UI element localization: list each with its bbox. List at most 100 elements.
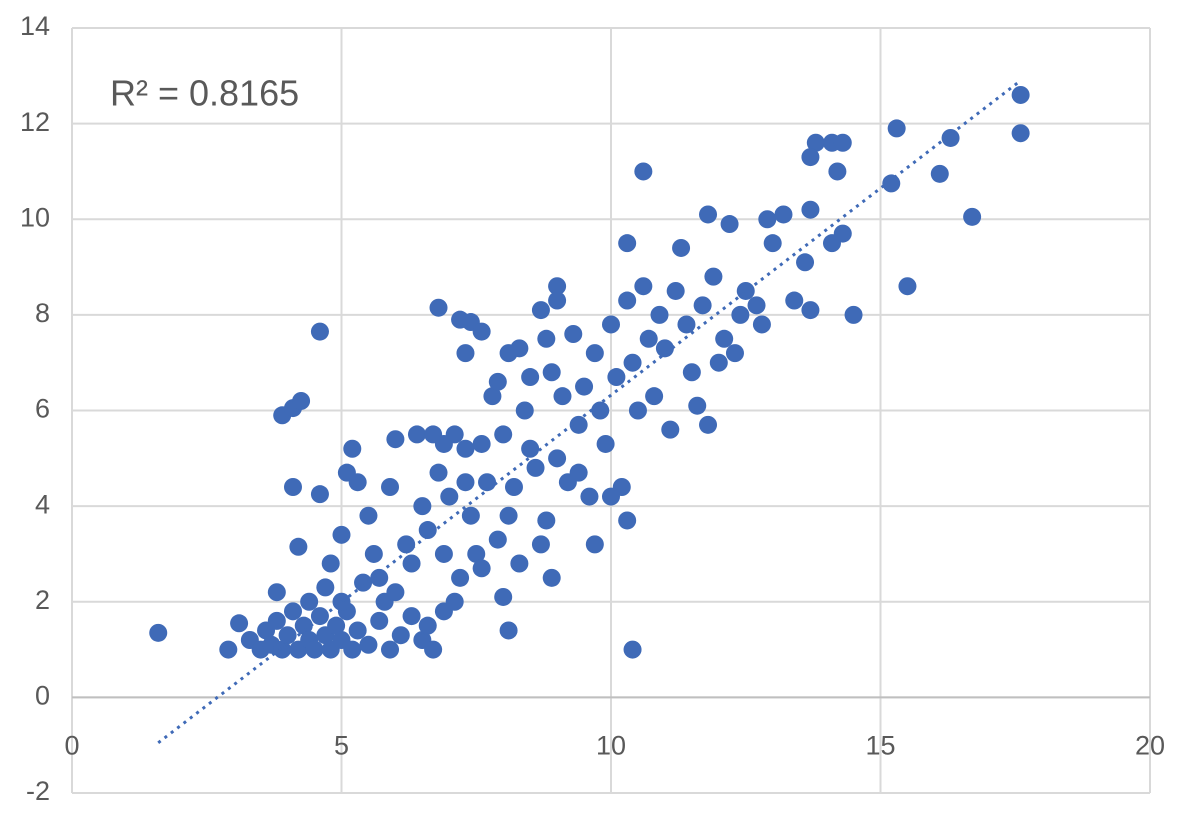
- y-tick-label: 6: [35, 394, 50, 424]
- point: [364, 544, 383, 563]
- point: [472, 434, 491, 453]
- point: [672, 238, 691, 257]
- point: [715, 329, 734, 348]
- point: [763, 234, 782, 253]
- point: [267, 583, 286, 602]
- point: [418, 616, 437, 635]
- point: [292, 391, 311, 410]
- point: [332, 525, 351, 544]
- point: [898, 277, 917, 296]
- point: [801, 200, 820, 219]
- point: [494, 587, 513, 606]
- point: [451, 568, 470, 587]
- point: [548, 291, 567, 310]
- point: [833, 133, 852, 152]
- point: [628, 401, 647, 420]
- point: [343, 439, 362, 458]
- point: [429, 463, 448, 482]
- y-tick-label: 2: [35, 585, 50, 615]
- point: [504, 478, 523, 496]
- point: [634, 277, 653, 296]
- point: [494, 425, 513, 444]
- r-squared-annotation: R² = 0.8165: [110, 73, 299, 114]
- point: [343, 640, 362, 659]
- point: [467, 544, 486, 563]
- point: [456, 344, 475, 363]
- point: [434, 544, 453, 563]
- point: [386, 430, 405, 449]
- x-tick-label: 5: [334, 731, 349, 761]
- point: [316, 578, 335, 597]
- point: [305, 640, 324, 659]
- point: [1011, 124, 1030, 143]
- x-tick-label: 15: [865, 731, 895, 761]
- point: [424, 640, 443, 659]
- point: [634, 162, 653, 181]
- point: [677, 315, 696, 334]
- point: [407, 425, 426, 444]
- point: [472, 559, 491, 578]
- y-tick-label: 10: [20, 202, 50, 232]
- point: [310, 485, 329, 504]
- point: [510, 339, 529, 358]
- point: [310, 322, 329, 341]
- point: [720, 215, 739, 234]
- point: [887, 119, 906, 138]
- point: [618, 291, 637, 310]
- point: [456, 473, 475, 492]
- point: [381, 640, 400, 659]
- point: [348, 473, 367, 492]
- point: [1011, 85, 1030, 104]
- point: [381, 478, 400, 496]
- x-tick-label: 10: [596, 731, 626, 761]
- point: [521, 439, 540, 458]
- point: [230, 614, 249, 633]
- point: [391, 626, 410, 645]
- point: [709, 353, 728, 372]
- point: [283, 478, 302, 496]
- point: [602, 487, 620, 506]
- point: [499, 621, 518, 640]
- y-tick-label: 12: [20, 107, 50, 137]
- y-tick-label: 4: [35, 489, 50, 519]
- point: [666, 281, 685, 300]
- point: [370, 611, 389, 630]
- point: [397, 535, 416, 554]
- trendline: [157, 79, 1022, 744]
- point: [548, 449, 567, 468]
- point: [882, 174, 901, 193]
- point: [618, 234, 637, 253]
- point: [219, 640, 238, 659]
- point: [639, 329, 658, 348]
- point: [752, 315, 771, 334]
- point: [596, 434, 615, 453]
- point: [548, 277, 567, 296]
- point: [461, 506, 480, 525]
- point: [542, 363, 561, 382]
- point: [801, 301, 820, 320]
- point: [531, 301, 550, 320]
- point: [806, 133, 825, 152]
- point: [736, 281, 755, 300]
- point: [623, 640, 642, 659]
- point: [585, 344, 604, 363]
- point: [537, 329, 556, 348]
- y-tick-label: 14: [20, 11, 50, 41]
- point: [607, 368, 626, 387]
- point: [688, 396, 707, 415]
- point: [499, 506, 518, 525]
- point: [300, 592, 319, 611]
- point: [510, 554, 529, 573]
- point: [602, 315, 620, 334]
- point: [699, 415, 718, 434]
- point: [747, 296, 766, 315]
- point: [445, 592, 464, 611]
- point: [278, 626, 297, 645]
- point: [294, 616, 313, 635]
- point: [704, 267, 723, 286]
- point: [327, 616, 346, 635]
- point: [569, 463, 588, 482]
- point: [321, 554, 340, 573]
- point: [941, 128, 960, 147]
